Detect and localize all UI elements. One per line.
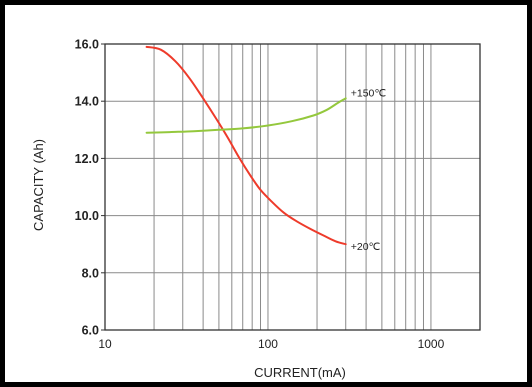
x-axis-title: CURRENT(mA) (254, 365, 346, 380)
plot-border (104, 43, 481, 331)
series-line-20c (145, 45, 347, 246)
capacity-vs-current-chart: +20℃ +150℃ 6.0 8.0 10.0 12.0 14.0 16.0 10 100 100… (31, 38, 481, 380)
series-line-150c (145, 97, 347, 134)
y-tick-label: 16.0 (75, 38, 99, 52)
y-tick-label: 14.0 (75, 95, 99, 109)
y-tick-label: 8.0 (82, 266, 99, 280)
y-tick-label: 12.0 (75, 152, 99, 166)
tick-labels: 6.0 8.0 10.0 12.0 14.0 16.0 10 100 1000 (75, 38, 445, 352)
grid (105, 44, 480, 330)
y-tick-label: 10.0 (75, 209, 99, 223)
y-tick-label: 6.0 (82, 324, 99, 338)
series-layer: +20℃ +150℃ (145, 45, 387, 253)
y-axis-title: CAPACITY (Ah) (31, 139, 46, 231)
series-label: +20℃ (351, 241, 381, 253)
x-tick-label: 1000 (418, 337, 445, 351)
x-tick-label: 10 (98, 337, 112, 351)
series-label: +150℃ (351, 87, 387, 99)
x-tick-label: 100 (258, 337, 278, 351)
